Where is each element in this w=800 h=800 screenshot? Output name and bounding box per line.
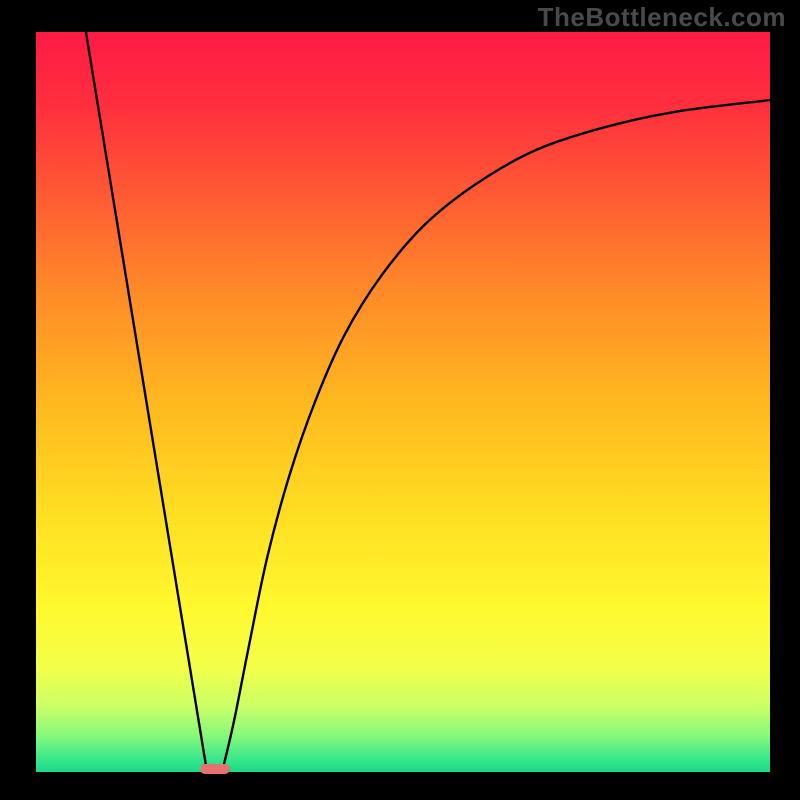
optimum-marker: [200, 764, 229, 774]
watermark-text: TheBottleneck.com: [538, 2, 786, 33]
chart-svg: [0, 0, 800, 800]
chart-container: TheBottleneck.com: [0, 0, 800, 800]
